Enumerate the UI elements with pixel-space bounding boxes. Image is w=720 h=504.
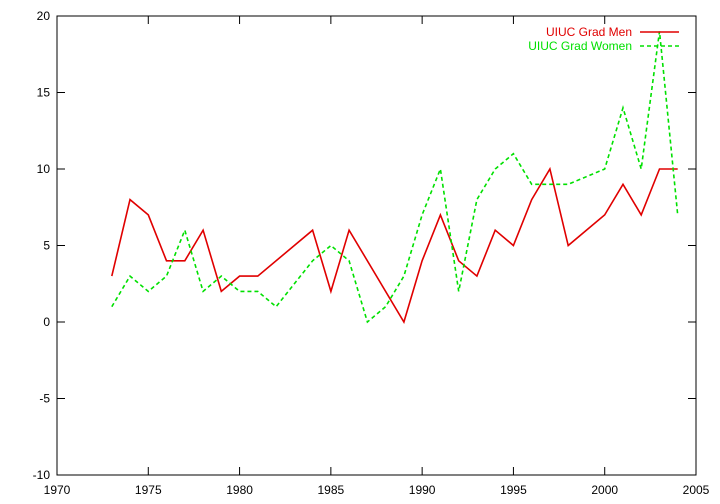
series-line-women [111,31,679,324]
y-tick-label: 10 [37,162,51,176]
x-tick-label: 1985 [318,483,345,497]
x-tick-label: 1970 [44,483,71,497]
series-line-men [111,166,678,324]
plot-area [56,15,697,476]
x-tick-label: 2005 [683,483,710,497]
series-lines [111,31,679,324]
y-tick-label: -10 [33,468,51,482]
y-tick-label: 0 [43,315,50,329]
y-tick-label: 5 [43,239,50,253]
x-tick-label: 1975 [135,483,162,497]
y-tick-label: 15 [37,86,51,100]
x-tick-label: 1995 [500,483,527,497]
legend-label: UIUC Grad Men [546,25,632,39]
y-tick-label: 20 [37,9,51,23]
x-tick-label: 1980 [226,483,253,497]
x-tick-label: 1990 [409,483,436,497]
plot-border [56,15,697,476]
axis-ticks: 1970 1975 1980 1985 1990 1995 2000 2005 -10 -5 0 5 1… [33,9,710,497]
x-tick-label: 2000 [591,483,618,497]
y-tick-label: -5 [39,392,50,406]
legend-label: UIUC Grad Women [528,39,632,53]
